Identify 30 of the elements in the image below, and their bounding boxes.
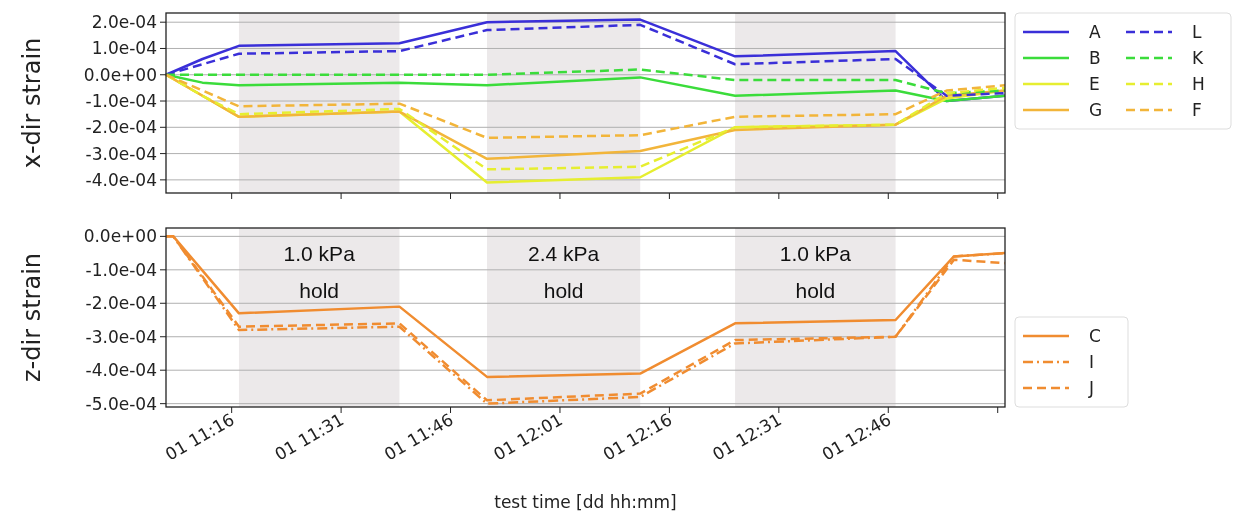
y-tick-label: -3.0e-04 bbox=[85, 143, 157, 164]
legend-label: E bbox=[1089, 74, 1100, 94]
legend-label: F bbox=[1192, 100, 1202, 120]
band-label: 1.0 kPa hold bbox=[283, 242, 356, 302]
x-axis-title: test time [dd hh:mm] bbox=[494, 492, 677, 512]
y-tick-label: -1.0e-04 bbox=[85, 259, 157, 280]
legend-label: L bbox=[1192, 22, 1202, 42]
y-tick-label: -2.0e-04 bbox=[85, 293, 157, 314]
y-tick-label: -4.0e-04 bbox=[85, 169, 157, 190]
band-label: 1.0 kPa hold bbox=[779, 242, 852, 302]
legend-label: H bbox=[1192, 74, 1205, 94]
legend-label: G bbox=[1089, 100, 1103, 120]
y-tick-label: -4.0e-04 bbox=[85, 360, 157, 381]
y-tick-label: -3.0e-04 bbox=[85, 326, 157, 347]
y-axis-title: z-dir strain bbox=[18, 252, 46, 383]
band-label: 2.4 kPa hold bbox=[528, 242, 600, 302]
legend-label: I bbox=[1089, 352, 1095, 372]
y-tick-label: 2.0e-04 bbox=[91, 12, 157, 33]
y-tick-label: -2.0e-04 bbox=[85, 117, 157, 138]
y-tick-label: -1.0e-04 bbox=[85, 91, 157, 112]
y-tick-label: -5.0e-04 bbox=[85, 393, 157, 414]
y-tick-label: 0.0e+00 bbox=[83, 226, 157, 247]
legend-label: A bbox=[1089, 22, 1101, 42]
y-axis-title: x-dir strain bbox=[18, 37, 46, 169]
legend-label: B bbox=[1089, 48, 1101, 68]
y-tick-label: 1.0e-04 bbox=[91, 38, 157, 59]
y-tick-label: 0.0e+00 bbox=[83, 64, 157, 85]
legend-label: J bbox=[1088, 378, 1095, 398]
legend-label: K bbox=[1192, 48, 1204, 68]
legend-label: C bbox=[1089, 326, 1101, 346]
